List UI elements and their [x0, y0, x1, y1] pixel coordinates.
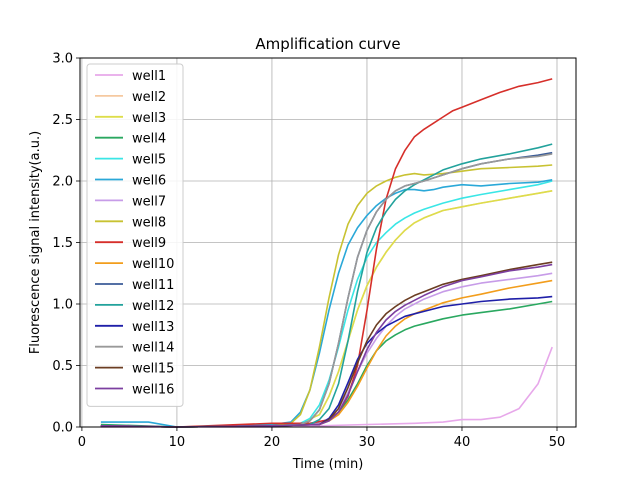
- legend-label-well10: well10: [132, 257, 174, 272]
- x-tick-label: 50: [549, 435, 566, 450]
- legend-label-well16: well16: [132, 383, 174, 398]
- legend-label-well15: well15: [132, 362, 174, 377]
- series-line-well5: [100, 180, 553, 428]
- series-line-well12: [100, 143, 553, 428]
- legend-label-well7: well7: [132, 194, 166, 209]
- y-tick-label: 2.5: [52, 113, 73, 128]
- y-tick-label: 0.5: [52, 359, 73, 374]
- legend-label-well2: well2: [132, 90, 166, 105]
- series-line-well8: [100, 164, 553, 428]
- y-tick-label: 1.5: [52, 236, 73, 251]
- y-tick-label: 1.0: [52, 298, 73, 313]
- legend-label-well9: well9: [132, 236, 166, 251]
- legend: well1 well2 well3 well4 well5 well6 well7 well8…: [86, 63, 184, 407]
- chart-title: Amplification curve: [255, 35, 400, 53]
- legend-label-well14: well14: [132, 341, 174, 356]
- x-tick-label: 40: [454, 435, 471, 450]
- y-tick-label: 0.0: [52, 421, 73, 436]
- x-tick-label: 0: [78, 435, 86, 450]
- legend-label-well1: well1: [132, 69, 166, 84]
- x-tick-label: 30: [359, 435, 376, 450]
- legend-label-well5: well5: [132, 153, 166, 168]
- axis-ticks: 0 10 20 30 40 50 0.0 0.5 1.0 1.5 2.0 2.5 3.0: [52, 52, 565, 451]
- series-line-well6: [100, 179, 553, 428]
- series-line-well16: [100, 263, 553, 428]
- legend-label-well6: well6: [132, 174, 166, 189]
- legend-label-well8: well8: [132, 215, 166, 230]
- legend-label-well3: well3: [132, 111, 166, 126]
- series-line-well14: [100, 153, 553, 428]
- x-axis-title: Time (min): [292, 457, 364, 472]
- legend-label-well12: well12: [132, 299, 174, 314]
- legend-box: [86, 63, 184, 407]
- legend-label-well11: well11: [132, 278, 174, 293]
- x-tick-label: 10: [169, 435, 186, 450]
- y-tick-label: 3.0: [52, 52, 73, 67]
- legend-label-well4: well4: [132, 132, 166, 147]
- series-lines: [100, 78, 553, 428]
- y-tick-label: 2.0: [52, 175, 73, 190]
- x-tick-label: 20: [264, 435, 281, 450]
- legend-label-well13: well13: [132, 320, 174, 335]
- y-axis-title: Fluorescence signal intensity(a.u.): [28, 131, 43, 354]
